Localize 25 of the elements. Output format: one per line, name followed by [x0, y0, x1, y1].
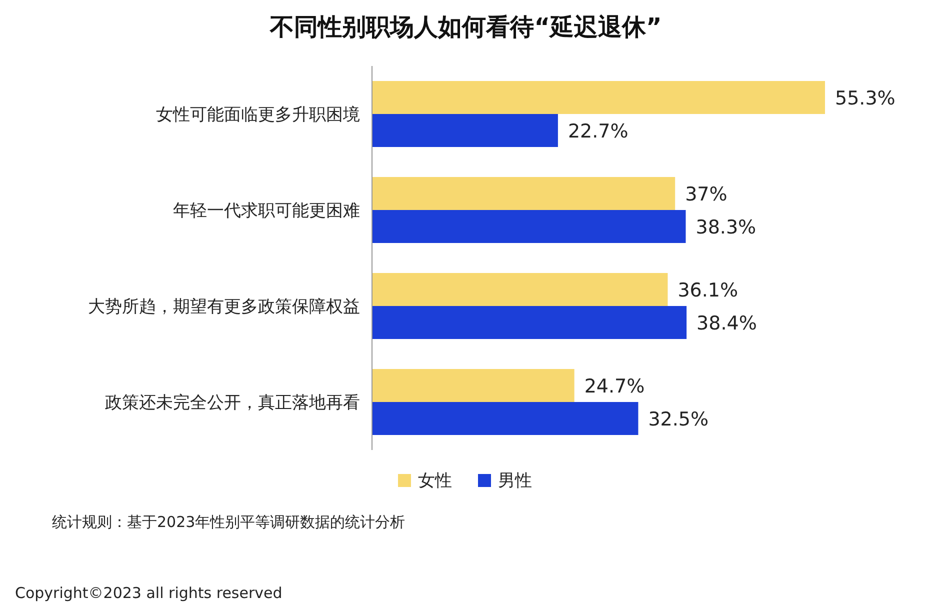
bar: [372, 273, 668, 306]
text: 统计规则：基于2023年性别平等调研数据的统计分析: [52, 513, 406, 531]
data-label: 55.3%: [835, 88, 896, 110]
bar: [372, 114, 558, 147]
data-label: 36.1%: [678, 280, 738, 302]
legend-label: 男性: [498, 471, 532, 491]
data-label: 38.4%: [696, 312, 757, 334]
y-tick-label: 政策还未完全公开，真正落地再看: [105, 393, 360, 413]
bar: [372, 81, 825, 114]
text: Copyright©2023 all rights reserved: [15, 584, 282, 602]
bar: [372, 402, 638, 435]
bar: [372, 177, 676, 210]
data-label: 38.3%: [696, 216, 756, 238]
data-label: 32.5%: [648, 408, 709, 430]
y-tick-label: 大势所趋，期望有更多政策保障权益: [88, 297, 360, 317]
data-label: 37%: [685, 184, 728, 206]
bar: [372, 369, 574, 402]
chart-title: 不同性别职场人如何看待“延迟退休”: [269, 13, 662, 41]
data-label: 22.7%: [568, 120, 628, 142]
data-label: 24.7%: [584, 376, 645, 398]
legend-label: 女性: [418, 471, 452, 491]
y-tick-label: 年轻一代求职可能更困难: [173, 201, 360, 221]
bar: [372, 306, 687, 339]
y-tick-label: 女性可能面临更多升职困境: [156, 105, 360, 125]
bar: [372, 210, 686, 243]
